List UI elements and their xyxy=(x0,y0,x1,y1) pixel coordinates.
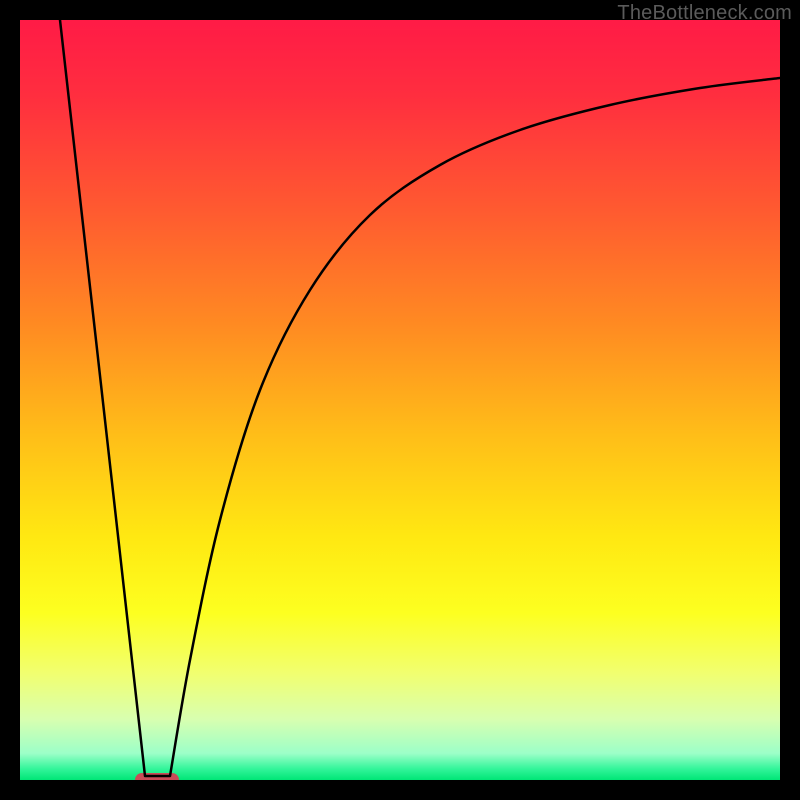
chart-root: TheBottleneck.com xyxy=(0,0,800,800)
chart-svg xyxy=(0,0,800,800)
watermark-text: TheBottleneck.com xyxy=(617,2,792,25)
plot-area xyxy=(20,20,780,787)
gradient-background xyxy=(20,20,780,780)
